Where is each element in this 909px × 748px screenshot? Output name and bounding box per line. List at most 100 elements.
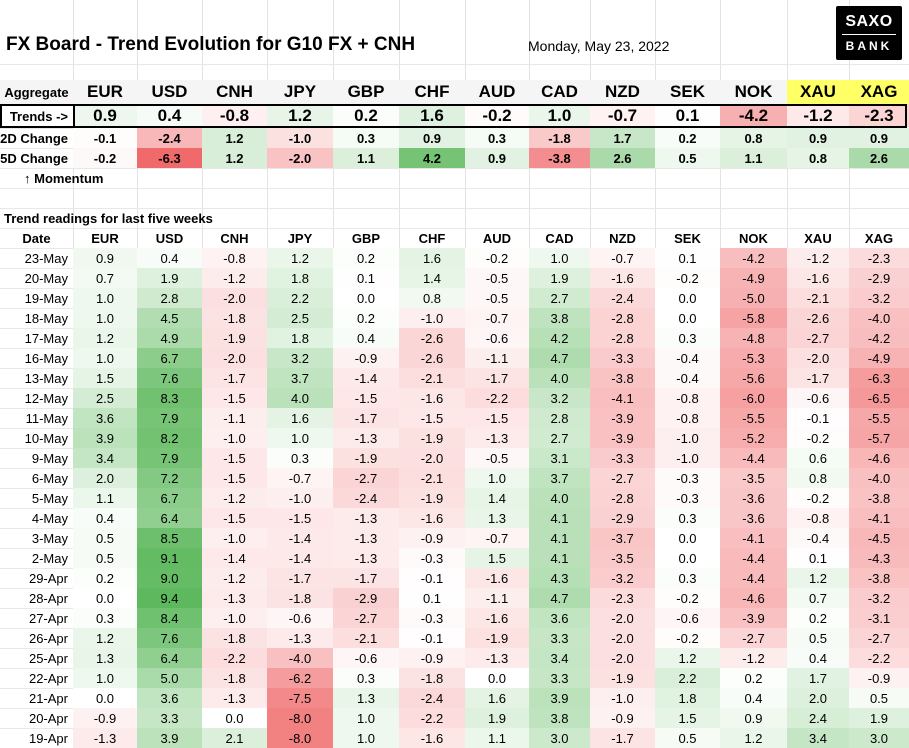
history-value-aud: -1.6 xyxy=(465,568,529,588)
history-value-sek: -0.4 xyxy=(655,368,720,388)
history-value-xag: -4.1 xyxy=(849,508,909,528)
report-date: Monday, May 23, 2022 xyxy=(528,38,670,54)
history-value-xau: 0.5 xyxy=(787,628,849,648)
section-title: Trend readings for last five weeks xyxy=(4,210,213,226)
history-value-gbp: -2.9 xyxy=(333,588,399,608)
grid-hline xyxy=(0,64,909,65)
change-value-aud: 0.3 xyxy=(465,128,529,148)
history-value-cad: 3.7 xyxy=(529,468,590,488)
history-value-cnh: -1.0 xyxy=(202,528,267,548)
history-value-gbp: -1.3 xyxy=(333,508,399,528)
history-value-xag: -2.3 xyxy=(849,248,909,268)
history-header-gbp: GBP xyxy=(351,230,381,246)
history-value-aud: -1.5 xyxy=(465,408,529,428)
history-value-sek: -0.3 xyxy=(655,468,720,488)
history-value-cnh: -2.0 xyxy=(202,348,267,368)
history-value-nzd: -1.6 xyxy=(590,268,655,288)
history-value-gbp: 0.2 xyxy=(333,308,399,328)
history-value-nok: -4.4 xyxy=(720,548,787,568)
history-value-xau: 2.4 xyxy=(787,708,849,728)
history-value-nok: -6.0 xyxy=(720,388,787,408)
history-value-chf: -1.5 xyxy=(399,408,465,428)
history-value-aud: -1.3 xyxy=(465,428,529,448)
history-value-chf: 0.1 xyxy=(399,588,465,608)
history-value-sek: -0.4 xyxy=(655,348,720,368)
history-value-cnh: -1.3 xyxy=(202,588,267,608)
history-value-eur: 1.1 xyxy=(73,488,137,508)
history-value-chf: -2.2 xyxy=(399,708,465,728)
history-value-sek: 1.5 xyxy=(655,708,720,728)
history-value-xag: -3.8 xyxy=(849,488,909,508)
change-value-gbp: 0.3 xyxy=(333,128,399,148)
history-value-sek: 1.2 xyxy=(655,648,720,668)
history-value-jpy: -1.8 xyxy=(267,588,333,608)
history-value-chf: -0.9 xyxy=(399,648,465,668)
history-value-xau: -0.2 xyxy=(787,428,849,448)
history-date: 6-May xyxy=(31,470,68,486)
history-value-xau: 1.2 xyxy=(787,568,849,588)
history-value-nzd: -2.8 xyxy=(590,308,655,328)
history-value-nok: -5.6 xyxy=(720,368,787,388)
history-value-gbp: 1.0 xyxy=(333,728,399,748)
history-value-sek: -0.2 xyxy=(655,628,720,648)
history-value-jpy: -1.0 xyxy=(267,488,333,508)
history-value-aud: 1.3 xyxy=(465,508,529,528)
history-value-nok: -4.4 xyxy=(720,568,787,588)
history-value-jpy: 2.5 xyxy=(267,308,333,328)
history-value-cad: 4.1 xyxy=(529,528,590,548)
history-value-usd: 5.0 xyxy=(137,668,202,688)
history-value-gbp: -1.3 xyxy=(333,548,399,568)
history-value-aud: 1.5 xyxy=(465,548,529,568)
trends-row-outline xyxy=(0,104,907,128)
history-value-aud: -1.3 xyxy=(465,648,529,668)
history-value-jpy: -8.0 xyxy=(267,728,333,748)
history-date: 21-Apr xyxy=(28,690,68,706)
history-value-nzd: -1.7 xyxy=(590,728,655,748)
history-value-nok: 1.2 xyxy=(720,728,787,748)
history-value-nzd: -3.2 xyxy=(590,568,655,588)
trend-value-chf: 1.6 xyxy=(399,105,465,127)
history-value-cnh: -1.3 xyxy=(202,688,267,708)
history-date: 29-Apr xyxy=(28,570,68,586)
history-value-xau: 0.2 xyxy=(787,608,849,628)
history-value-chf: -1.6 xyxy=(399,388,465,408)
history-value-cad: 3.8 xyxy=(529,308,590,328)
trend-value-nzd: -0.7 xyxy=(590,105,655,127)
trend-value-jpy: 1.2 xyxy=(267,105,333,127)
history-value-xau: -2.1 xyxy=(787,288,849,308)
history-value-cnh: 0.0 xyxy=(202,708,267,728)
history-value-nok: -4.2 xyxy=(720,248,787,268)
currency-header-chf: CHF xyxy=(414,82,450,101)
history-value-gbp: -1.4 xyxy=(333,368,399,388)
change-value-chf: 0.9 xyxy=(399,128,465,148)
history-value-jpy: -4.0 xyxy=(267,648,333,668)
history-value-sek: 0.3 xyxy=(655,328,720,348)
history-value-nok: -2.7 xyxy=(720,628,787,648)
history-value-nzd: -4.1 xyxy=(590,388,655,408)
history-value-xag: -3.2 xyxy=(849,288,909,308)
history-value-aud: -0.5 xyxy=(465,448,529,468)
change-value-sek: 0.2 xyxy=(655,128,720,148)
history-value-jpy: 2.2 xyxy=(267,288,333,308)
history-value-chf: -0.3 xyxy=(399,548,465,568)
history-value-usd: 3.9 xyxy=(137,728,202,748)
history-value-cad: 4.0 xyxy=(529,488,590,508)
history-value-xag: -3.1 xyxy=(849,608,909,628)
history-date: 22-Apr xyxy=(28,670,68,686)
history-value-xag: -4.0 xyxy=(849,308,909,328)
history-value-eur: 1.2 xyxy=(73,328,137,348)
history-value-usd: 7.6 xyxy=(137,628,202,648)
history-value-usd: 9.1 xyxy=(137,548,202,568)
history-value-gbp: -2.7 xyxy=(333,608,399,628)
history-date: 5-May xyxy=(31,490,68,506)
history-value-sek: 0.3 xyxy=(655,568,720,588)
logo-text-bottom: BANK xyxy=(845,39,893,53)
change-value-nzd: 1.7 xyxy=(590,128,655,148)
history-value-cad: 4.1 xyxy=(529,548,590,568)
history-header-cnh: CNH xyxy=(220,230,249,246)
history-value-eur: 1.5 xyxy=(73,368,137,388)
change-value-xag: 2.6 xyxy=(849,148,909,168)
history-value-xau: 0.7 xyxy=(787,588,849,608)
history-date: 16-May xyxy=(24,350,68,366)
